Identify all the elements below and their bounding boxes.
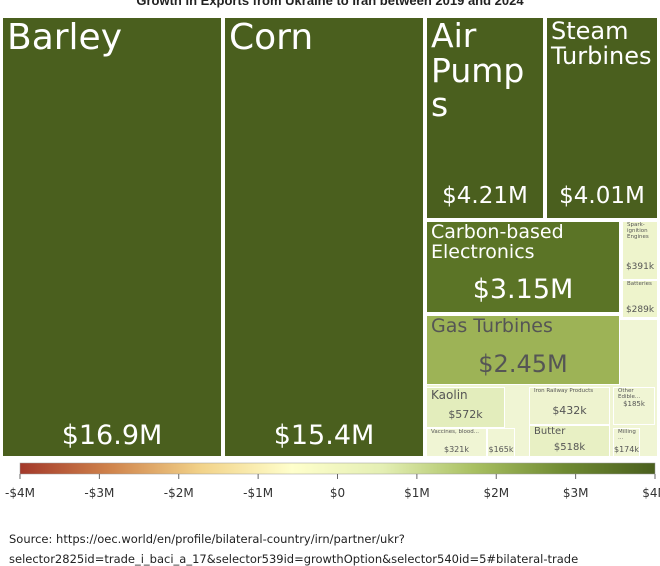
tile-label: Steam Turbines [551, 17, 652, 71]
source-line: Source: https://oec.world/en/profile/bil… [9, 532, 405, 546]
tile: Gas Turbines $2.45M [426, 315, 620, 385]
tile-value: $3.15M [472, 274, 574, 305]
colorbar-tick-label: -$3M [84, 486, 114, 500]
tile-value: $391k [625, 262, 655, 272]
tile-value: $15.4M [273, 420, 375, 451]
tile-value: $185k [623, 400, 645, 408]
tile: Iron Railway Products $432k [529, 387, 610, 425]
colorbar-bar [19, 462, 656, 475]
tile-label: Barley [7, 17, 123, 58]
tile: $165k [487, 428, 515, 457]
tile: Batteries $289k [622, 280, 658, 318]
tile: Vaccines, blood... $321k [426, 428, 487, 457]
colorbar-tick-label: $4M [642, 486, 660, 500]
colorbar-tick-label: -$1M [243, 486, 273, 500]
tile: Milling... $174k [613, 428, 640, 457]
tile: Barley $16.9M [2, 17, 222, 457]
colorbar-tick-label: $3M [563, 486, 589, 500]
colorbar-tick-label: -$2M [164, 486, 194, 500]
tile-value: $518k [553, 442, 586, 453]
tile: Steam Turbines $4.01M [546, 17, 658, 219]
tile-label: Iron Railway Products [534, 388, 594, 394]
tile-label: Milling... [618, 429, 636, 441]
tile-label: Butter [534, 426, 566, 437]
tile-label: Other Edible... [618, 388, 641, 400]
tile: Butter $518k [529, 425, 610, 457]
tile-value: $2.45M [478, 350, 568, 378]
tile-value: $165k [488, 445, 514, 454]
tile-value: $4.01M [559, 183, 645, 209]
tile-value: $321k [444, 445, 469, 454]
colorbar-tick-label: $2M [483, 486, 509, 500]
colorbar-tick-label: -$4M [5, 486, 35, 500]
tile-value: $174k [614, 445, 639, 454]
tile-label: Air Pumps [431, 17, 525, 125]
tile: Air Pumps $4.21M [426, 17, 544, 219]
tile-label: Spark-ignition Engines [627, 222, 649, 240]
tile-label: Gas Turbines [431, 315, 553, 337]
tile-label: Batteries [627, 281, 652, 287]
tile-label: Carbon-based Electronics [431, 221, 564, 263]
colorbar: -$4M -$3M -$2M -$1M $0 $1M $2M $3M $4M [5, 462, 660, 500]
tile: Other Edible... $185k [613, 387, 655, 425]
tile: Carbon-based Electronics $3.15M [426, 221, 620, 313]
source-line: selector2825id=trade_i_baci_a_17&selecto… [9, 552, 579, 566]
tile-label: Vaccines, blood... [431, 429, 479, 435]
colorbar-tick-label: $0 [330, 486, 345, 500]
tile: Kaolin $572k [426, 387, 505, 428]
tile-value: $289k [625, 305, 655, 315]
chart-title: Growth in Exports from Ukraine to Iran b… [136, 0, 524, 8]
tile: Corn $15.4M [224, 17, 424, 457]
tile-value: $4.21M [442, 183, 528, 209]
tile-label: Corn [229, 17, 314, 58]
tile-value: $432k [552, 404, 587, 417]
tile-value: $572k [448, 408, 483, 421]
tile-label: Kaolin [431, 388, 468, 402]
tile: Spark-ignition Engines $391k [622, 221, 658, 280]
tile-value: $16.9M [61, 420, 163, 451]
colorbar-tick-label: $1M [404, 486, 430, 500]
